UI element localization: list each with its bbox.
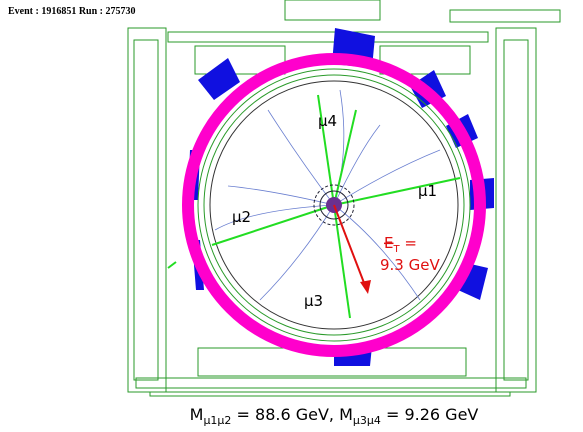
caption-end: = 9.26 GeV	[381, 405, 479, 424]
met-eq: =	[400, 234, 417, 252]
solenoid-outer	[197, 68, 471, 342]
event-header: Event : 1916851 Run : 275730	[8, 6, 136, 17]
met-symbol: E	[384, 234, 393, 252]
label-mu3: μ3	[304, 292, 323, 310]
met-arrow	[333, 204, 371, 294]
muon-tracks	[167, 94, 461, 319]
label-mu4: μ4	[318, 112, 337, 130]
met-value: 9.3 GeV	[380, 256, 440, 274]
caption-sub1: μ1μ2	[203, 414, 231, 427]
caption-m1: M	[190, 405, 204, 424]
calorimeter-ring	[182, 53, 486, 357]
caption: Mμ1μ2 = 88.6 GeV, Mμ3μ4 = 9.26 GeV	[190, 405, 479, 427]
met-sub: T	[392, 244, 400, 255]
label-mu2: μ2	[232, 208, 251, 226]
muon-labels: μ4 μ1 μ2 μ3	[232, 112, 437, 310]
label-mu1: μ1	[418, 182, 437, 200]
caption-mid: = 88.6 GeV, M	[231, 405, 352, 424]
solenoid-inner	[203, 74, 465, 336]
caption-sub2: μ3μ4	[353, 414, 381, 427]
met-label: ET =	[384, 234, 417, 255]
